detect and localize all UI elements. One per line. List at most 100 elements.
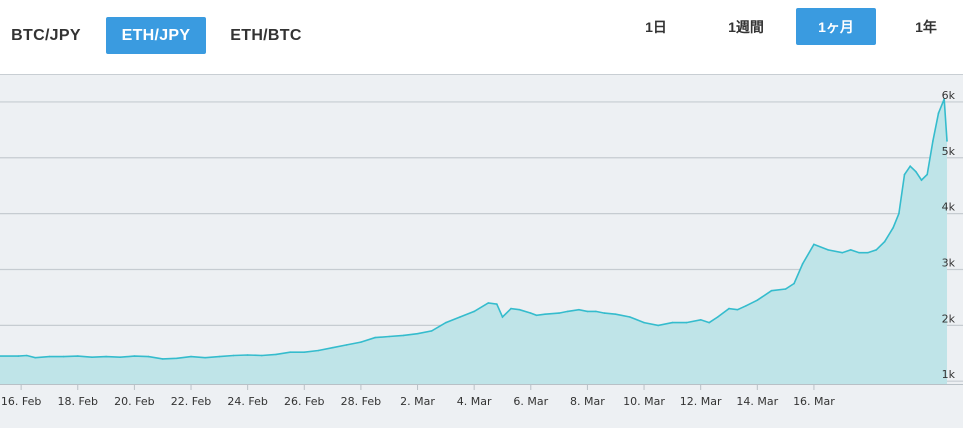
price-point xyxy=(496,303,498,305)
price-point xyxy=(246,354,249,356)
price-point xyxy=(586,310,589,313)
price-chart-svg: 1k 2k 3k 4k 5k 6k 16. Feb 18. Feb 20. Feb 22. Feb… xyxy=(0,74,963,408)
x-tick-label: 10. Mar xyxy=(623,395,665,408)
y-tick-label: 2k xyxy=(942,312,956,325)
price-point xyxy=(345,344,348,346)
range-tab-1-month[interactable]: 1ヶ月 xyxy=(796,8,876,45)
price-point xyxy=(360,341,362,343)
price-point xyxy=(34,356,37,359)
x-tick-label: 26. Feb xyxy=(284,395,324,408)
price-point xyxy=(26,354,28,357)
x-tick-label: 16. Feb xyxy=(1,395,41,408)
price-point xyxy=(903,173,906,176)
price-point xyxy=(708,321,710,324)
price-point xyxy=(303,351,306,354)
price-point xyxy=(946,140,948,142)
price-point xyxy=(218,355,221,358)
price-point xyxy=(317,349,320,352)
price-point xyxy=(937,112,940,114)
x-tick-label: 2. Mar xyxy=(400,395,435,408)
price-point xyxy=(883,240,886,243)
price-point xyxy=(275,353,277,356)
x-tick-label: 8. Mar xyxy=(570,395,605,408)
price-point xyxy=(416,332,419,335)
x-tick-label: 16. Mar xyxy=(793,395,835,408)
price-point xyxy=(716,316,719,318)
x-tick-label: 18. Feb xyxy=(58,395,98,408)
price-point xyxy=(685,321,688,324)
price-point xyxy=(770,289,773,292)
y-tick-label: 5k xyxy=(942,145,956,158)
price-point xyxy=(501,316,504,318)
price-point xyxy=(671,321,674,324)
price-chart[interactable]: 1k 2k 3k 4k 5k 6k 16. Feb 18. Feb 20. Feb 22. Feb… xyxy=(0,74,963,428)
price-point xyxy=(736,308,739,311)
x-tick-label: 22. Feb xyxy=(171,395,211,408)
y-tick-label: 1k xyxy=(942,368,956,381)
price-point xyxy=(643,321,645,324)
price-point xyxy=(827,249,829,251)
price-point xyxy=(756,299,759,301)
price-point xyxy=(932,140,934,142)
pair-tab-btc-jpy[interactable]: BTC/JPY xyxy=(11,26,81,44)
range-tab-1-week[interactable]: 1週間 xyxy=(728,18,764,35)
price-point xyxy=(487,302,490,304)
price-point xyxy=(388,335,391,338)
x-tick-label: 20. Feb xyxy=(114,395,154,408)
price-point xyxy=(793,282,795,285)
price-point xyxy=(48,355,51,358)
price-point xyxy=(909,165,911,167)
price-point xyxy=(866,251,869,254)
price-point xyxy=(119,356,121,359)
price-point xyxy=(595,310,597,313)
price-point xyxy=(176,357,178,360)
price-point xyxy=(898,212,900,215)
pair-tab-eth-btc[interactable]: ETH/BTC xyxy=(230,26,302,44)
x-tick-label: 4. Mar xyxy=(457,395,492,408)
price-point xyxy=(331,346,334,349)
price-point xyxy=(784,288,787,290)
price-point xyxy=(510,307,512,310)
price-point xyxy=(77,355,79,357)
price-point xyxy=(841,251,844,254)
price-point xyxy=(858,251,860,254)
x-tick-label: 24. Feb xyxy=(227,395,267,408)
y-tick-label: 6k xyxy=(942,89,956,102)
y-tick-label: 3k xyxy=(942,256,956,269)
price-point xyxy=(459,316,461,318)
price-point xyxy=(657,324,659,327)
price-point xyxy=(261,354,263,357)
price-point xyxy=(943,98,945,100)
price-point xyxy=(915,170,917,173)
price-point xyxy=(62,355,65,358)
price-area xyxy=(0,99,948,384)
price-point xyxy=(232,354,235,357)
price-point xyxy=(133,355,136,357)
range-tab-1-day[interactable]: 1日 xyxy=(645,18,667,35)
price-point xyxy=(566,310,569,313)
price-point xyxy=(745,305,747,307)
price-point xyxy=(430,330,433,332)
top-bar: BTC/JPY ETH/JPY ETH/BTC 1日 1週間 1ヶ月 1年 xyxy=(0,0,963,74)
price-point xyxy=(699,319,702,321)
price-point xyxy=(402,334,405,337)
price-point xyxy=(535,314,538,317)
price-point xyxy=(190,355,192,358)
price-point xyxy=(578,308,580,311)
price-point xyxy=(204,356,206,359)
range-tab-1-year[interactable]: 1年 xyxy=(915,18,937,35)
x-tick-label: 6. Mar xyxy=(513,395,548,408)
price-point xyxy=(813,243,815,246)
pair-tab-eth-jpy[interactable]: ETH/JPY xyxy=(106,17,206,54)
price-point xyxy=(728,307,730,310)
price-point xyxy=(289,351,291,354)
price-point xyxy=(147,355,150,358)
price-point xyxy=(91,356,93,359)
price-point xyxy=(603,312,606,314)
x-tick-label: 14. Mar xyxy=(736,395,778,408)
x-tick-label: 28. Feb xyxy=(341,395,381,408)
x-tick-label: 12. Mar xyxy=(680,395,722,408)
price-point xyxy=(445,321,447,324)
price-point xyxy=(849,249,852,251)
price-point xyxy=(473,310,476,313)
